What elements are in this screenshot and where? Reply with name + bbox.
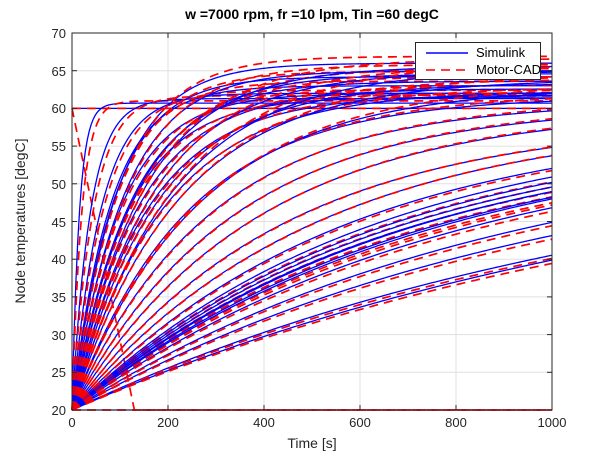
- y-tick-label: 40: [51, 252, 66, 268]
- curve-motorcad-node-28: [71, 180, 553, 411]
- curve-motorcad-node-25: [71, 146, 553, 411]
- curve-motorcad-node-04: [71, 80, 553, 411]
- x-tick-label: 600: [349, 415, 371, 430]
- x-axis-label: Time [s]: [287, 435, 337, 451]
- curve-motorcad-node-14: [71, 91, 553, 411]
- curve-simulink-node-28: [71, 176, 553, 411]
- curve-motorcad-node-10: [71, 76, 553, 411]
- curve-motorcad-node-17: [71, 88, 553, 411]
- curve-simulink-node-39: [71, 259, 553, 411]
- curve-simulink-node-36: [71, 221, 553, 411]
- curve-simulink-node-34: [71, 198, 553, 411]
- plot-title: w =7000 rpm, fr =10 lpm, Tin =60 degC: [185, 6, 439, 22]
- x-tick-label: 400: [253, 415, 275, 430]
- y-tick-label: 55: [51, 139, 66, 155]
- legend-label-simulink: Simulink: [476, 45, 526, 60]
- curve-simulink-node-32: [71, 190, 553, 411]
- curve-motorcad-node-35: [71, 210, 553, 411]
- legend-entry-simulink: Simulink: [416, 45, 540, 61]
- curve-motorcad-node-24: [71, 127, 553, 411]
- legend-line-motorcad-icon: [426, 68, 468, 71]
- x-tick-label: 0: [68, 415, 76, 430]
- y-tick-label: 65: [51, 63, 66, 79]
- y-tick-label: 70: [51, 26, 66, 41]
- curve-motorcad-node-19: [71, 76, 553, 411]
- curve-motorcad-node-37: [71, 238, 553, 411]
- curve-simulink-node-09: [71, 96, 553, 411]
- legend: Simulink Motor-CAD: [415, 42, 541, 80]
- y-tick-label: 25: [51, 365, 66, 381]
- curve-motorcad-node-38: [71, 257, 553, 411]
- curve-simulink-node-19: [71, 81, 553, 411]
- y-tick-label: 50: [51, 176, 66, 192]
- y-tick-label: 35: [51, 289, 66, 305]
- legend-label-motorcad: Motor-CAD: [476, 62, 542, 77]
- curve-motorcad-node-26: [71, 154, 553, 411]
- curve-motorcad-node-36: [71, 224, 553, 411]
- curve-motorcad-node-22: [71, 108, 553, 411]
- curve-simulink-node-01: [71, 102, 552, 411]
- curve-motorcad-node-21: [71, 88, 553, 411]
- x-tick-label: 1000: [537, 415, 567, 430]
- curve-motorcad-node-34: [71, 204, 553, 411]
- curve-simulink-node-37: [71, 234, 553, 411]
- curve-simulink-node-38: [71, 254, 553, 411]
- curve-motorcad-node-27: [71, 169, 553, 411]
- y-tick-label: 45: [51, 214, 66, 230]
- y-tick-label: 60: [51, 101, 66, 117]
- curve-simulink-node-35: [71, 207, 553, 411]
- curve-motorcad-node-20: [71, 97, 553, 411]
- curve-simulink-node-08: [71, 70, 553, 411]
- legend-line-simulink-icon: [426, 51, 468, 54]
- curve-simulink-node-30: [71, 186, 553, 411]
- y-tick-label: 20: [51, 403, 66, 418]
- curve-motorcad-node-16: [71, 79, 553, 411]
- curve-simulink-node-33: [71, 196, 553, 411]
- curve-simulink-node-18: [71, 70, 553, 411]
- curve-simulink-node-23: [71, 119, 553, 411]
- legend-entry-motorcad: Motor-CAD: [416, 62, 542, 78]
- y-tick-label: 30: [51, 327, 66, 343]
- curve-simulink-node-05: [71, 76, 553, 411]
- curve-motorcad-node-39: [71, 262, 553, 411]
- y-axis-label: Node temperatures [degC]: [12, 138, 28, 304]
- curve-simulink-node-12: [71, 88, 553, 411]
- curve-simulink-node-15: [71, 71, 553, 411]
- x-tick-label: 200: [157, 415, 179, 430]
- x-tick-label: 800: [445, 415, 467, 430]
- curve-simulink-node-27: [71, 167, 553, 411]
- curve-simulink-node-29: [71, 181, 553, 411]
- curve-motorcad-node-23: [71, 117, 553, 411]
